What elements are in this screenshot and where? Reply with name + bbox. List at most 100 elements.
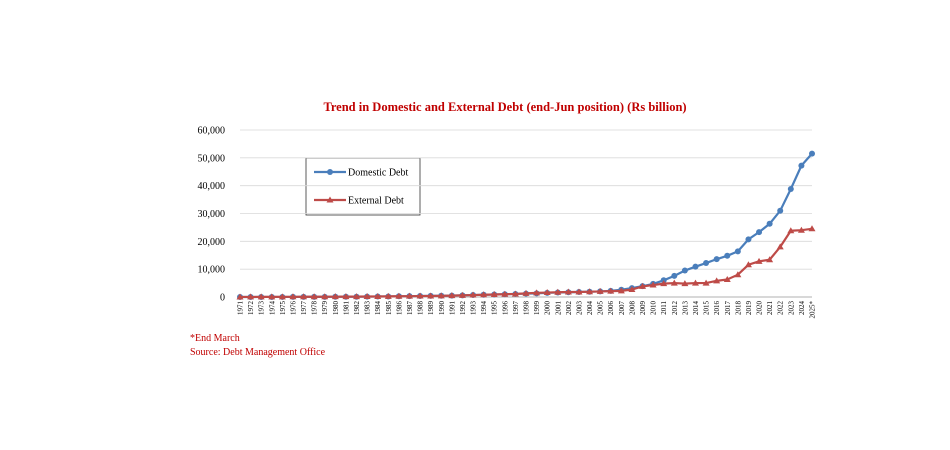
- x-tick-label: 2017: [724, 301, 732, 316]
- data-point: [798, 162, 805, 169]
- legend-label: Domestic Debt: [348, 168, 408, 179]
- data-point: [405, 292, 413, 299]
- x-tick-label: 2025*: [809, 301, 817, 319]
- x-tick-label: 1984: [374, 301, 382, 316]
- data-point: [490, 290, 498, 297]
- data-point: [437, 292, 445, 299]
- data-point: [617, 287, 625, 294]
- x-tick-label: 2001: [554, 301, 562, 316]
- data-point: [809, 150, 815, 157]
- data-point: [692, 263, 699, 270]
- data-point: [289, 293, 297, 300]
- data-point: [236, 293, 244, 300]
- data-point: [713, 256, 720, 263]
- y-tick-label: 40,000: [198, 181, 226, 192]
- x-tick-label: 1978: [311, 301, 319, 316]
- x-tick-label: 1983: [364, 301, 372, 316]
- legend-label: External Debt: [348, 196, 404, 207]
- data-point: [575, 288, 583, 295]
- x-tick-label: 1974: [268, 301, 276, 316]
- y-tick-label: 30,000: [198, 209, 226, 220]
- legend-box: [305, 157, 421, 216]
- x-tick-label: 2000: [544, 301, 552, 316]
- x-tick-label: 1999: [533, 301, 541, 316]
- data-point: [363, 292, 371, 299]
- data-point: [755, 257, 763, 264]
- note: *End March: [190, 333, 240, 344]
- data-point: [670, 279, 678, 286]
- data-point: [501, 290, 509, 297]
- data-point: [257, 293, 265, 300]
- data-point: [533, 289, 541, 296]
- x-tick-label: 2011: [660, 301, 668, 315]
- data-point: [756, 229, 763, 236]
- x-tick-label: 1988: [417, 301, 425, 316]
- x-tick-label: 1997: [512, 301, 520, 316]
- y-tick-label: 10,000: [198, 265, 226, 276]
- data-point: [703, 260, 710, 267]
- x-tick-label: 2005: [597, 301, 605, 316]
- data-point: [776, 243, 784, 250]
- data-point: [681, 280, 689, 287]
- x-tick-label: 1979: [321, 301, 329, 316]
- x-tick-label: 2023: [787, 301, 795, 316]
- x-tick-label: 1976: [289, 301, 297, 316]
- data-point: [797, 226, 805, 233]
- data-point: [607, 287, 615, 294]
- data-point: [247, 293, 255, 300]
- x-tick-label: 2009: [639, 301, 647, 316]
- data-point: [723, 275, 731, 282]
- x-tick-label: 2016: [713, 301, 721, 316]
- data-point: [724, 252, 731, 259]
- x-tick-label: 2002: [565, 301, 573, 316]
- data-point: [734, 248, 741, 255]
- x-tick-label: 1992: [459, 301, 467, 316]
- data-point: [321, 293, 329, 300]
- x-tick-label: 2008: [628, 301, 636, 316]
- x-tick-label: 2012: [671, 301, 679, 316]
- data-point: [327, 169, 333, 175]
- data-point: [342, 293, 350, 300]
- x-tick-label: 1982: [353, 301, 361, 316]
- data-point: [395, 292, 403, 299]
- data-point: [384, 292, 392, 299]
- x-tick-label: 2004: [586, 301, 594, 316]
- data-point: [353, 293, 361, 300]
- data-point: [660, 280, 668, 287]
- data-point: [808, 225, 816, 232]
- data-point: [511, 290, 519, 297]
- data-point: [554, 288, 562, 295]
- data-point: [310, 293, 318, 300]
- x-tick-label: 1993: [470, 301, 478, 316]
- data-point: [681, 267, 688, 274]
- data-point: [564, 288, 572, 295]
- x-tick-label: 1987: [406, 301, 414, 316]
- data-point: [543, 289, 551, 296]
- x-tick-label: 2021: [766, 301, 774, 316]
- x-tick-label: 2007: [618, 301, 626, 316]
- data-point: [744, 261, 752, 268]
- x-tick-label: 1990: [438, 301, 446, 316]
- data-point: [427, 292, 435, 299]
- data-point: [469, 291, 477, 298]
- x-tick-label: 2003: [575, 301, 583, 316]
- y-tick-label: 50,000: [198, 153, 226, 164]
- x-tick-label: 1994: [480, 301, 488, 316]
- data-point: [766, 256, 774, 263]
- data-point: [374, 292, 382, 299]
- data-point: [777, 207, 784, 214]
- data-point: [628, 285, 636, 292]
- series-line: [239, 227, 813, 299]
- data-point: [691, 279, 699, 286]
- data-point: [416, 292, 424, 299]
- x-tick-label: 2019: [745, 301, 753, 316]
- x-tick-label: 2010: [650, 301, 658, 316]
- data-point: [522, 289, 530, 296]
- data-point: [326, 196, 334, 203]
- x-tick-label: 2020: [756, 301, 764, 316]
- x-tick-label: 1989: [427, 301, 435, 316]
- x-tick-label: 1996: [501, 301, 509, 316]
- x-tick-label: 1985: [385, 301, 393, 316]
- data-point: [713, 277, 721, 284]
